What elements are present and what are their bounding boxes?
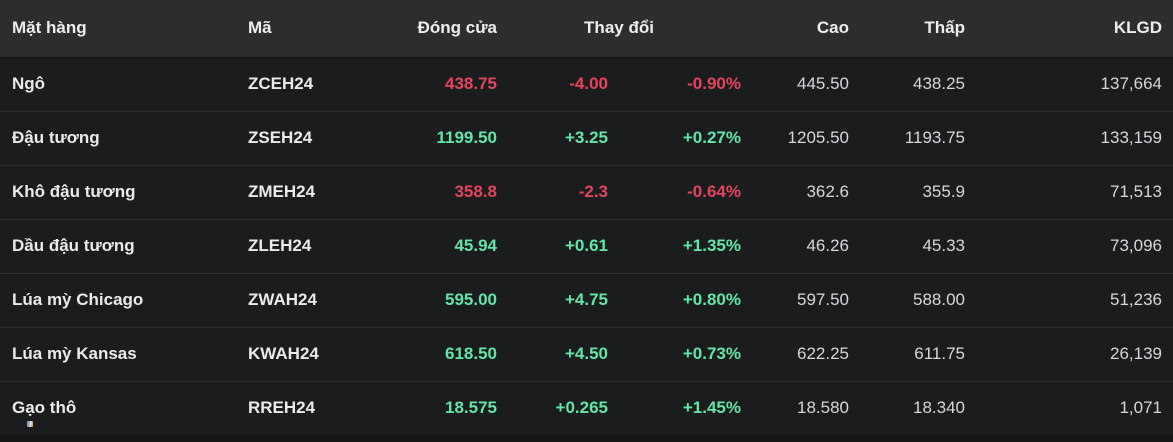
contract-code: ZMEH24 <box>248 182 316 201</box>
high-price: 18.580 <box>797 398 849 418</box>
change-value: +4.50 <box>564 344 608 363</box>
change-percent: +1.45% <box>682 398 741 418</box>
commodity-name: Dầu đậu tương <box>12 236 135 255</box>
close-price: 45.94 <box>454 236 497 255</box>
low-price: 611.75 <box>914 344 965 363</box>
quote-row[interactable]: Ngô ZCEH24 438.75 -4.00 -0.90% 445.50 43… <box>0 57 1173 111</box>
commodity-name: Lúa mỳ Kansas <box>12 344 137 363</box>
commodity-name: Gạo thô <box>12 398 77 418</box>
volume: 71,513 <box>1110 182 1162 201</box>
change-value: +3.25 <box>564 128 608 147</box>
volume: 51,236 <box>1110 290 1162 309</box>
volume: 73,096 <box>1110 236 1162 255</box>
change-value: +0.265 <box>555 398 608 418</box>
high-price: 362.6 <box>806 182 849 201</box>
quote-row[interactable]: Dầu đậu tương ZLEH24 45.94 +0.61 +1.35% … <box>0 219 1173 273</box>
change-percent: -0.64% <box>687 182 741 201</box>
change-percent: -0.90% <box>687 74 741 93</box>
change-percent: +1.35% <box>682 236 741 255</box>
high-price: 1205.50 <box>787 128 849 147</box>
col-header-code: Mã <box>248 18 272 38</box>
close-price: 595.00 <box>445 290 497 309</box>
close-price: 18.575 <box>445 398 497 418</box>
change-percent: +0.27% <box>682 128 741 147</box>
contract-code: ZLEH24 <box>248 236 312 255</box>
col-header-close: Đóng cửa <box>417 18 497 38</box>
volume: 137,664 <box>1100 74 1162 93</box>
col-header-change: Thay đổi <box>584 18 654 38</box>
close-price: 438.75 <box>445 74 497 93</box>
quote-row[interactable]: Lúa mỳ Kansas KWAH24 618.50 +4.50 +0.73%… <box>0 327 1173 381</box>
commodity-name: Đậu tương <box>12 128 100 147</box>
change-value: +0.61 <box>564 236 608 255</box>
low-price: 1193.75 <box>904 128 965 147</box>
low-price: 18.340 <box>913 398 965 418</box>
commodity-name: Khô đậu tương <box>12 182 136 201</box>
col-header-volume: KLGD <box>1113 18 1162 38</box>
commodity-name: Ngô <box>12 74 46 93</box>
change-percent: +0.73% <box>682 344 741 363</box>
contract-code: ZCEH24 <box>248 74 314 93</box>
change-value: +4.75 <box>564 290 608 309</box>
change-percent: +0.80% <box>682 290 741 309</box>
col-header-commodity: Mặt hàng <box>12 18 87 38</box>
change-value: -2.3 <box>578 182 608 201</box>
volume: 26,139 <box>1110 344 1162 363</box>
quotes-table-body: Ngô ZCEH24 438.75 -4.00 -0.90% 445.50 43… <box>0 57 1173 435</box>
table-header-row: Mặt hàng Mã Đóng cửa Thay đổi Cao Thấp K… <box>0 0 1173 57</box>
quote-row[interactable]: Đậu tương ZSEH24 1199.50 +3.25 +0.27% 12… <box>0 111 1173 165</box>
high-price: 46.26 <box>806 236 849 255</box>
volume: 1,071 <box>1119 398 1162 418</box>
close-price: 618.50 <box>445 344 497 363</box>
quote-row[interactable]: Lúa mỳ Chicago ZWAH24 595.00 +4.75 +0.80… <box>0 273 1173 327</box>
quote-row[interactable]: Gạo thô RREH24 18.575 +0.265 +1.45% 18.5… <box>0 381 1173 435</box>
change-value: -4.00 <box>569 74 608 93</box>
contract-code: ZSEH24 <box>248 128 313 147</box>
close-price: 1199.50 <box>436 128 497 147</box>
low-price: 355.9 <box>922 182 965 201</box>
close-price: 358.8 <box>454 182 497 201</box>
volume: 133,159 <box>1100 128 1162 147</box>
col-header-low: Thấp <box>924 18 965 38</box>
contract-code: KWAH24 <box>248 344 319 363</box>
col-header-high: Cao <box>816 18 849 38</box>
high-price: 597.50 <box>797 290 849 309</box>
low-price: 438.25 <box>913 74 965 93</box>
contract-code: ZWAH24 <box>248 290 317 309</box>
high-price: 622.25 <box>797 344 849 363</box>
commodity-name: Lúa mỳ Chicago <box>12 290 144 309</box>
high-price: 445.50 <box>797 74 849 93</box>
quote-row[interactable]: Khô đậu tương ZMEH24 358.8 -2.3 -0.64% 3… <box>0 165 1173 219</box>
low-price: 45.33 <box>922 236 965 255</box>
low-price: 588.00 <box>913 290 965 309</box>
artifact-dot <box>27 421 33 427</box>
contract-code: RREH24 <box>248 398 316 418</box>
